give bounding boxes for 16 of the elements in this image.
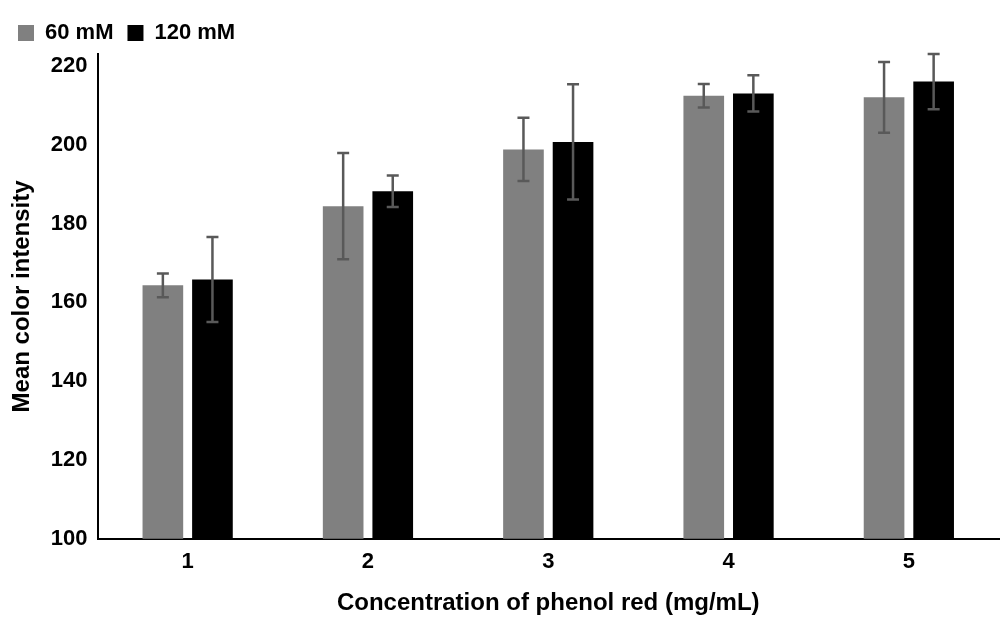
y-axis-title: Mean color intensity (7, 179, 35, 413)
x-axis-title: Concentration of phenol red (mg/mL) (336, 588, 760, 616)
x-tick-label: 3 (542, 548, 555, 574)
x-tick-label: 2 (361, 548, 375, 574)
y-tick-label: 100 (50, 524, 88, 550)
y-tick-label: 140 (50, 367, 88, 393)
x-tick-label: 5 (902, 548, 915, 574)
y-tick-label: 120 (50, 446, 88, 472)
y-tick-label: 180 (50, 209, 88, 235)
y-tick-label: 200 (50, 130, 88, 156)
legend-label: 120 mM (154, 19, 236, 45)
legend-label: 60 mM (45, 19, 114, 45)
x-tick-label: 4 (722, 548, 736, 574)
y-tick-label: 160 (50, 288, 88, 314)
x-tick-label: 1 (181, 548, 194, 574)
y-tick-label: 220 (50, 51, 88, 77)
